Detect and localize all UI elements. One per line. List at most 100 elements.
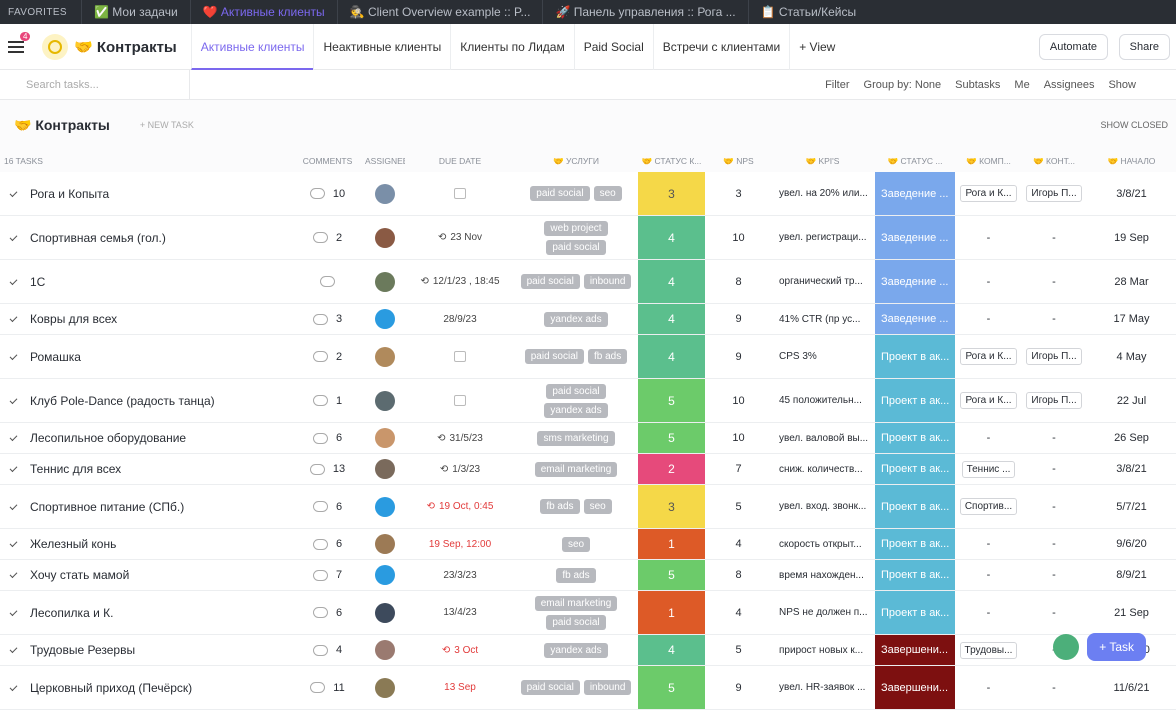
- task-name[interactable]: Ковры для всех: [0, 304, 290, 334]
- column-header: 16 TASKS: [4, 156, 43, 166]
- filter[interactable]: Filter: [825, 78, 850, 91]
- favorite-tab[interactable]: 🚀 Панель управления :: Рога ...: [542, 0, 747, 24]
- show[interactable]: Show: [1108, 78, 1136, 91]
- task-button[interactable]: + Task: [1087, 633, 1146, 661]
- task-row[interactable]: Клуб Pole-Dance (радость танца) 1 paid soc…: [0, 379, 1176, 423]
- view-tab[interactable]: Неактивные клиенты: [313, 23, 450, 70]
- due-text: 19 Oct, 0:45: [438, 501, 494, 512]
- company: Рога и К...: [956, 379, 1021, 422]
- subtasks[interactable]: Subtasks: [955, 78, 1001, 91]
- task-name[interactable]: Хочу стать мамой: [0, 560, 290, 590]
- score: 3: [638, 172, 705, 215]
- contact-value: -: [1052, 432, 1056, 444]
- company: -: [956, 304, 1021, 334]
- start-date: 19 Sep: [1114, 231, 1149, 244]
- favorite-tab[interactable]: ✅ Мои задачи: [80, 0, 190, 24]
- score: 5: [638, 666, 705, 709]
- view-tab[interactable]: Встречи с клиентами: [652, 23, 789, 70]
- menu-icon[interactable]: [8, 40, 24, 53]
- task-list: Рога и Копыта 10 paid social seo 3 3 увел. на …: [0, 172, 1176, 710]
- favorite-tab[interactable]: 🕵️ Client Overview example :: P...: [336, 0, 543, 24]
- task-row[interactable]: Теннис для всех 13 ⟲ 1/3/23 email marketing 2…: [0, 454, 1176, 485]
- task-name[interactable]: Трудовые Резервы: [0, 635, 290, 665]
- task-name[interactable]: Церковный приход (Печёрск): [0, 666, 290, 709]
- assignee: [365, 591, 405, 634]
- avatar: [375, 459, 395, 479]
- task-row[interactable]: Лесопильное оборудование 6 ⟲ 31/5/23 sms mar…: [0, 423, 1176, 454]
- task-name[interactable]: Спортивное питание (СПб.): [0, 485, 290, 528]
- task-name[interactable]: Клуб Pole-Dance (радость танца): [0, 379, 290, 422]
- comment-icon: [312, 538, 328, 550]
- due-text: 1/3/23: [452, 463, 481, 475]
- view-tab[interactable]: Активные клиенты: [190, 23, 314, 70]
- share-button[interactable]: Share: [1118, 34, 1170, 60]
- comment-count: 10: [332, 187, 346, 200]
- task-row[interactable]: Трудовые Резервы 4 ⟲ 3 Oct yandex ads 4 5 приро…: [0, 635, 1176, 666]
- task-row[interactable]: Ковры для всех 3 28/9/23 yandex ads 4 9 41% CT…: [0, 304, 1176, 335]
- tag: email marketing: [534, 595, 618, 611]
- space-icon: [42, 33, 68, 60]
- task-row[interactable]: Спортивная семья (гол.) 2 ⟲ 23 Nov web proje…: [0, 216, 1176, 260]
- view-tab[interactable]: Клиенты по Лидам: [450, 23, 573, 70]
- timer-button[interactable]: [1053, 634, 1080, 660]
- favorite-tab[interactable]: 📋 Статьи/Кейсы: [747, 0, 869, 24]
- assignee: [365, 379, 405, 422]
- add-view[interactable]: + View: [789, 23, 844, 70]
- contact: Игорь П...: [1021, 379, 1087, 422]
- start-date: 4 May: [1116, 350, 1147, 363]
- company-value: -: [986, 275, 991, 288]
- view-tab[interactable]: Paid Social: [573, 23, 653, 70]
- task-row[interactable]: Церковный приход (Печёрск) 11 13 Sep paid s…: [0, 666, 1176, 710]
- task-name[interactable]: Железный конь: [0, 529, 290, 559]
- tag: paid social: [524, 349, 584, 364]
- search-input[interactable]: Search tasks...: [0, 69, 190, 100]
- comment-icon: [312, 569, 328, 581]
- automate-button[interactable]: Automate: [1038, 34, 1108, 60]
- company: Рога и К...: [956, 335, 1021, 378]
- task-row[interactable]: Рога и Копыта 10 paid social seo 3 3 увел. на …: [0, 172, 1176, 216]
- me[interactable]: Me: [1014, 78, 1030, 91]
- recurring-icon: ⟲: [426, 501, 435, 512]
- new-task[interactable]: + NEW TASK: [139, 120, 194, 130]
- task-name[interactable]: Рога и Копыта: [0, 172, 290, 215]
- score: 5: [638, 560, 705, 590]
- task-row[interactable]: Ромашка 2 paid social fb ads 4 9 CPS 3% Проект …: [0, 335, 1176, 379]
- assignee: [365, 423, 405, 453]
- task-name[interactable]: Лесопилка и К.: [0, 591, 290, 634]
- show-closed[interactable]: SHOW CLOSED: [1100, 120, 1168, 130]
- column-header: 🤝 СТАТУС ...: [887, 155, 943, 166]
- avatar: [375, 428, 395, 448]
- assignee: [365, 485, 405, 528]
- list-title: 🤝 Контракты: [14, 116, 110, 133]
- task-name[interactable]: Спортивная семья (гол.): [0, 216, 290, 259]
- task-name[interactable]: 1С: [0, 260, 290, 303]
- task-row[interactable]: 1С ⟲ 12/1/23 , 18:45 paid social inbound 4 8 ор…: [0, 260, 1176, 304]
- avatar: [375, 309, 395, 329]
- task-row[interactable]: Железный конь 6 19 Sep, 12:00 seo 1 4 скорость…: [0, 529, 1176, 560]
- nps: 9: [735, 350, 742, 363]
- comments: 2: [290, 216, 365, 259]
- due-text: 19 Sep, 12:00: [428, 538, 492, 550]
- task-name[interactable]: Ромашка: [0, 335, 290, 378]
- services: paid social seo: [515, 172, 637, 215]
- group-by[interactable]: Group by: None: [863, 78, 942, 91]
- task-name[interactable]: Теннис для всех: [0, 454, 290, 484]
- tag-row: paid social: [546, 383, 606, 399]
- comments: 6: [290, 485, 365, 528]
- contact: -: [1021, 591, 1087, 634]
- services: paid social fb ads: [515, 335, 637, 378]
- contact: -: [1021, 666, 1087, 709]
- tag: yandex ads: [544, 311, 608, 327]
- task-row[interactable]: Спортивное питание (СПб.) 6 ⟲ 19 Oct, 0:45 f…: [0, 485, 1176, 529]
- task-row[interactable]: Лесопилка и К. 6 13/4/23 email marketing pai…: [0, 591, 1176, 635]
- assignees[interactable]: Assignees: [1043, 78, 1095, 91]
- comment-count: 3: [335, 313, 343, 325]
- task-name[interactable]: Лесопильное оборудование: [0, 423, 290, 453]
- company-value: Рога и К...: [960, 392, 1017, 409]
- services: email marketing: [515, 454, 637, 484]
- favorite-tab[interactable]: ❤️ Активные клиенты: [189, 0, 337, 24]
- tag: web project: [544, 220, 608, 236]
- due-text: 23/3/23: [443, 569, 477, 581]
- status: Проект в ак...: [875, 485, 955, 528]
- task-row[interactable]: Хочу стать мамой 7 23/3/23 fb ads 5 8 время на…: [0, 560, 1176, 591]
